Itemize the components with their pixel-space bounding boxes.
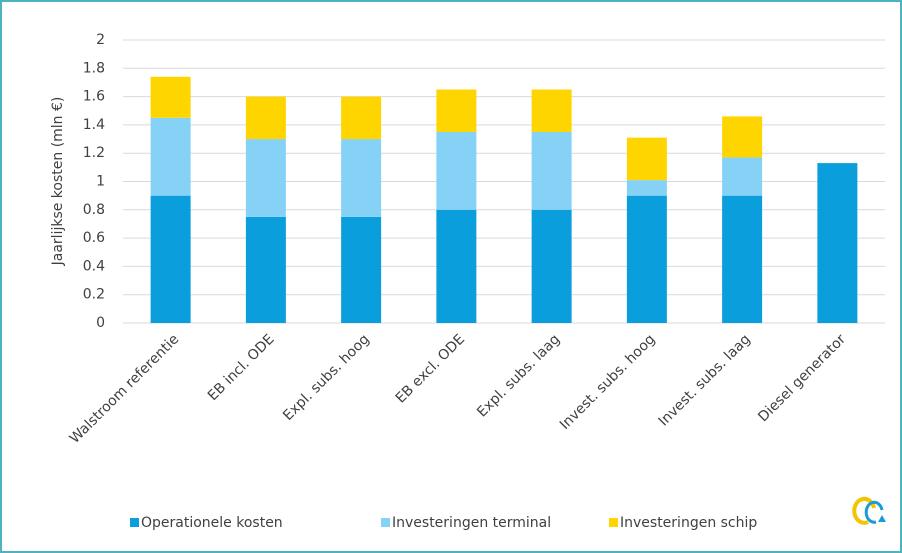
bar-segment (722, 195, 763, 323)
bar-segment (341, 139, 382, 217)
bar-segment (245, 96, 286, 140)
bar-segment (436, 131, 477, 210)
y-tick-label: 1.8 (83, 60, 105, 76)
bar-segment (722, 116, 763, 158)
bar-segment (150, 117, 191, 196)
bar-segment (245, 216, 286, 323)
legend-label: Operationele kosten (141, 515, 283, 531)
bar-segment (626, 195, 667, 323)
y-tick-label: 0.4 (83, 258, 105, 274)
bar-segment (245, 139, 286, 217)
bar-segment (817, 163, 858, 323)
bar-segment (341, 216, 382, 323)
y-tick-label: 2 (96, 32, 105, 48)
bar-segment (626, 180, 667, 196)
bar-segment (531, 89, 572, 132)
y-tick-label: 1.6 (83, 89, 105, 105)
legend-swatch (130, 518, 139, 527)
y-tick-label: 1.2 (83, 145, 105, 161)
y-tick-label: 1.4 (83, 117, 105, 133)
legend-swatch (609, 518, 618, 527)
y-tick-label: 0 (96, 315, 105, 331)
bar-segment (531, 131, 572, 210)
legend-label: Investeringen terminal (392, 515, 551, 531)
legend-label: Investeringen schip (620, 515, 757, 531)
bar-segment (626, 137, 667, 181)
bar-segment (150, 195, 191, 323)
bar-segment (722, 157, 763, 196)
y-tick-label: 0.6 (83, 230, 105, 246)
bar-segment (436, 89, 477, 132)
y-axis-label: Jaarlijkse kosten (mln €) (50, 97, 66, 267)
bar-segment (436, 209, 477, 323)
bar-segment (150, 76, 191, 118)
y-tick-label: 0.8 (83, 202, 105, 218)
logo (852, 496, 886, 525)
bar-segment (531, 209, 572, 323)
y-tick-label: 1 (96, 174, 105, 190)
y-tick-label: 0.2 (83, 287, 105, 303)
legend-swatch (381, 518, 390, 527)
bar-segment (341, 96, 382, 140)
